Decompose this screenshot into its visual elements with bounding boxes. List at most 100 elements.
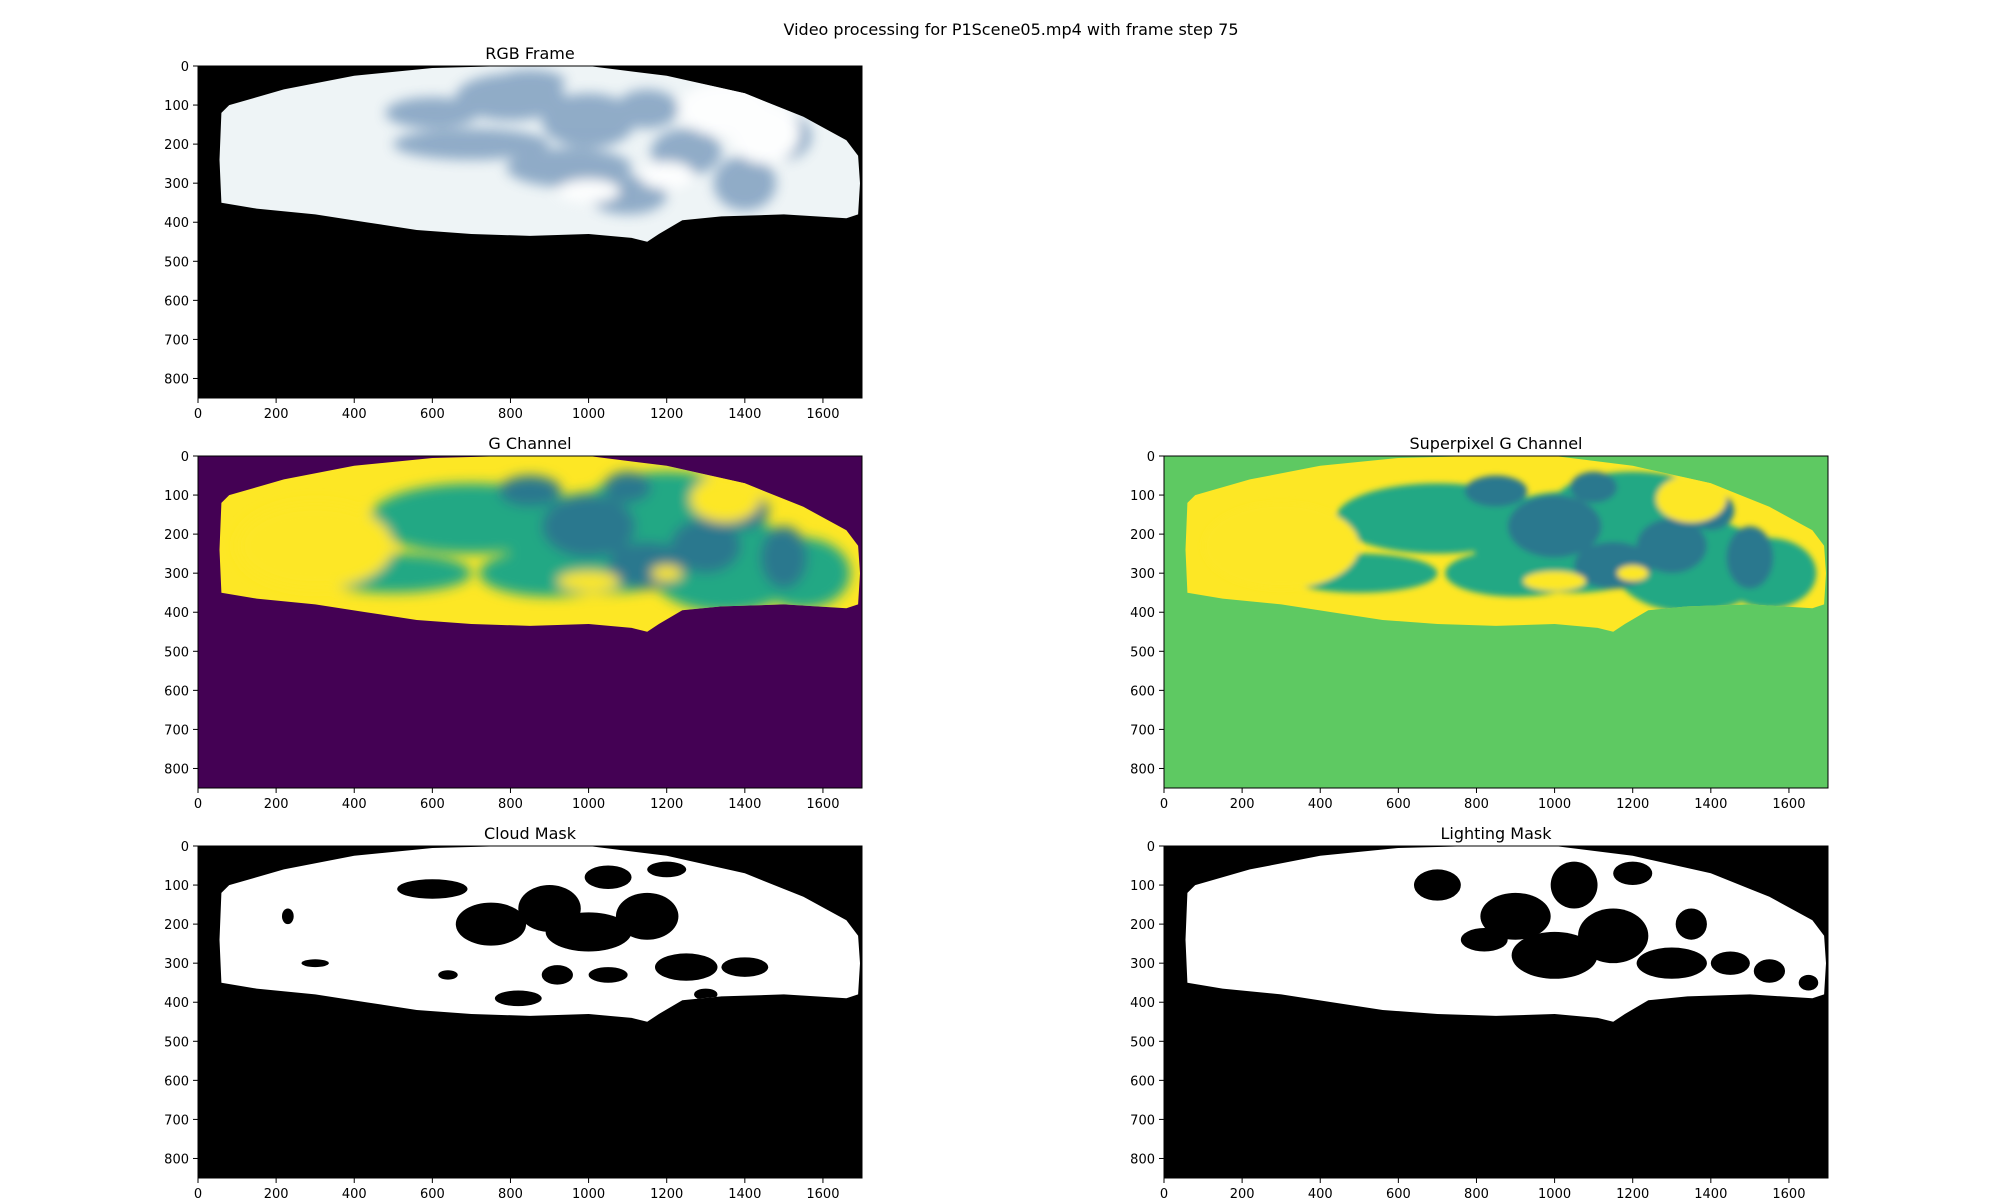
x-tick-label: 1200 [1616, 1187, 1649, 1200]
x-tick-label: 1200 [1616, 797, 1649, 812]
x-tick-label: 1600 [806, 1187, 839, 1200]
axes-frame [197, 65, 863, 399]
y-tick-label: 800 [164, 372, 189, 387]
y-tick-label: 800 [1130, 762, 1155, 777]
x-tick-label: 800 [1464, 1187, 1489, 1200]
y-tick-label: 400 [1130, 606, 1155, 621]
x-tick-label: 600 [420, 797, 445, 812]
x-tick-label: 1200 [650, 407, 683, 422]
x-tick-label: 1000 [572, 1187, 605, 1200]
y-tick-label: 300 [164, 177, 189, 192]
y-tick-label: 300 [1130, 957, 1155, 972]
y-tick-label: 100 [164, 99, 189, 114]
x-tick-label: 0 [194, 407, 202, 422]
x-tick-label: 400 [1308, 797, 1333, 812]
y-tick-label: 600 [164, 684, 189, 699]
x-tick-label: 600 [420, 1187, 445, 1200]
y-tick-label: 100 [1130, 879, 1155, 894]
image-area [198, 846, 862, 1178]
panel-title: Cloud Mask [484, 824, 577, 843]
axes-frame [197, 455, 863, 789]
image-area [198, 66, 862, 398]
image-area [198, 456, 862, 788]
y-tick-label: 700 [1130, 723, 1155, 738]
x-tick-label: 0 [194, 797, 202, 812]
y-tick-label: 400 [164, 996, 189, 1011]
x-tick-label: 800 [498, 1187, 523, 1200]
y-tick-label: 300 [164, 567, 189, 582]
x-tick-label: 1400 [728, 407, 761, 422]
y-tick-label: 500 [164, 255, 189, 270]
y-tick-label: 100 [164, 489, 189, 504]
y-tick-label: 100 [164, 879, 189, 894]
y-tick-label: 0 [181, 450, 189, 465]
y-tick-label: 200 [1130, 918, 1155, 933]
y-tick-label: 600 [164, 294, 189, 309]
y-tick-label: 200 [1130, 528, 1155, 543]
image-area [1164, 456, 1828, 788]
axes-frame [197, 845, 863, 1179]
x-tick-label: 1400 [1694, 1187, 1727, 1200]
y-tick-label: 700 [164, 723, 189, 738]
x-tick-label: 200 [264, 1187, 289, 1200]
y-tick-label: 200 [164, 528, 189, 543]
y-tick-label: 400 [164, 216, 189, 231]
x-tick-label: 600 [1386, 797, 1411, 812]
panel-4: Lighting Mask 0 200 400 600 800 1000 1200 1400 16… [1130, 824, 1829, 1200]
y-tick-label: 600 [1130, 1074, 1155, 1089]
x-tick-label: 1000 [1538, 1187, 1571, 1200]
y-tick-label: 0 [1147, 840, 1155, 855]
x-tick-label: 1400 [728, 1187, 761, 1200]
y-tick-label: 700 [1130, 1113, 1155, 1128]
y-tick-label: 200 [164, 138, 189, 153]
y-tick-label: 500 [1130, 1035, 1155, 1050]
y-tick-label: 800 [1130, 1152, 1155, 1167]
x-tick-label: 0 [194, 1187, 202, 1200]
panel-title: Superpixel G Channel [1410, 434, 1583, 453]
x-tick-label: 1000 [572, 797, 605, 812]
x-tick-label: 200 [1230, 797, 1255, 812]
y-tick-label: 700 [164, 333, 189, 348]
y-tick-label: 800 [164, 762, 189, 777]
y-tick-label: 600 [164, 1074, 189, 1089]
x-tick-label: 1200 [650, 1187, 683, 1200]
x-tick-label: 1600 [806, 797, 839, 812]
y-tick-label: 0 [181, 60, 189, 75]
x-tick-label: 400 [342, 407, 367, 422]
y-tick-label: 700 [164, 1113, 189, 1128]
y-tick-label: 500 [1130, 645, 1155, 660]
x-tick-label: 0 [1160, 797, 1168, 812]
x-tick-label: 200 [1230, 1187, 1255, 1200]
y-tick-label: 500 [164, 1035, 189, 1050]
axes-frame [1163, 845, 1829, 1179]
x-tick-label: 600 [420, 407, 445, 422]
panel-title: Lighting Mask [1441, 824, 1553, 843]
x-tick-label: 1600 [1772, 797, 1805, 812]
x-tick-label: 1600 [1772, 1187, 1805, 1200]
x-tick-label: 1600 [806, 407, 839, 422]
y-tick-label: 400 [1130, 996, 1155, 1011]
panel-title: RGB Frame [485, 44, 574, 63]
x-tick-label: 800 [498, 797, 523, 812]
panel-title: G Channel [488, 434, 571, 453]
figure-suptitle: Video processing for P1Scene05.mp4 with … [784, 20, 1239, 39]
x-tick-label: 400 [1308, 1187, 1333, 1200]
y-tick-label: 500 [164, 645, 189, 660]
x-tick-label: 200 [264, 797, 289, 812]
x-tick-label: 600 [1386, 1187, 1411, 1200]
y-tick-label: 0 [1147, 450, 1155, 465]
x-tick-label: 800 [1464, 797, 1489, 812]
y-tick-label: 200 [164, 918, 189, 933]
panel-0: RGB Frame 0 200 400 600 800 1000 1200 1400 1600 0 1… [164, 44, 863, 422]
panel-3: Cloud Mask 0 200 400 600 800 1000 1200 1400 1600 0… [164, 824, 863, 1200]
y-tick-label: 0 [181, 840, 189, 855]
x-tick-label: 1200 [650, 797, 683, 812]
x-tick-label: 400 [342, 797, 367, 812]
y-tick-label: 800 [164, 1152, 189, 1167]
x-tick-label: 1400 [728, 797, 761, 812]
y-tick-label: 600 [1130, 684, 1155, 699]
x-tick-label: 200 [264, 407, 289, 422]
x-tick-label: 400 [342, 1187, 367, 1200]
